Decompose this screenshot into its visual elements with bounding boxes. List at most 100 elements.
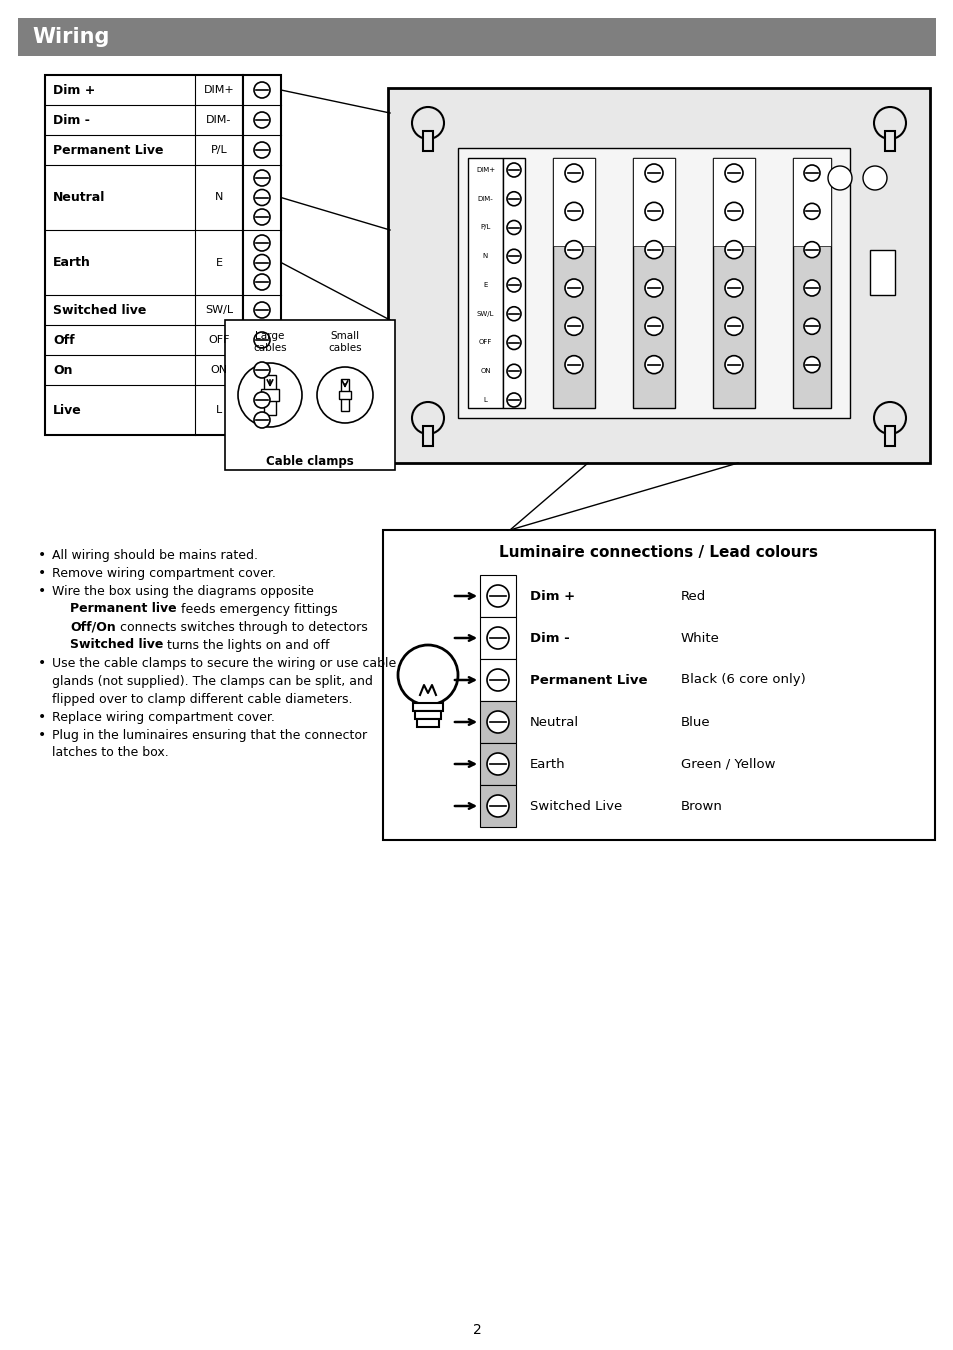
Circle shape: [253, 209, 270, 225]
Text: White: White: [680, 632, 720, 644]
Circle shape: [803, 204, 820, 219]
Circle shape: [253, 332, 270, 348]
Text: OFF: OFF: [208, 335, 230, 346]
Text: Switched live: Switched live: [53, 304, 146, 316]
Circle shape: [253, 170, 270, 186]
Text: DIM-: DIM-: [206, 115, 232, 126]
Text: flipped over to clamp different cable diameters.: flipped over to clamp different cable di…: [52, 693, 352, 706]
Text: Cable clamps: Cable clamps: [266, 455, 354, 468]
Text: P/L: P/L: [211, 144, 227, 155]
Text: DIM+: DIM+: [203, 85, 234, 94]
Text: Neutral: Neutral: [53, 190, 105, 204]
Text: N: N: [482, 254, 488, 259]
Text: •: •: [38, 585, 46, 598]
Circle shape: [506, 393, 520, 406]
Text: Large
cables: Large cables: [253, 331, 287, 354]
Circle shape: [803, 165, 820, 181]
Bar: [422, 427, 433, 446]
Circle shape: [803, 319, 820, 335]
Bar: [884, 131, 894, 151]
Circle shape: [644, 240, 662, 259]
Circle shape: [253, 112, 270, 128]
Bar: [479, 784, 516, 828]
Text: Switched live: Switched live: [70, 639, 163, 652]
Bar: [225, 320, 395, 470]
Text: ON: ON: [211, 364, 228, 375]
Circle shape: [644, 202, 662, 220]
Bar: [415, 711, 440, 720]
Text: OFF: OFF: [478, 339, 492, 346]
Text: Neutral: Neutral: [530, 716, 578, 729]
Circle shape: [486, 626, 509, 649]
Circle shape: [253, 302, 270, 319]
Text: On: On: [53, 363, 72, 377]
Circle shape: [486, 670, 509, 691]
Circle shape: [564, 279, 582, 297]
Text: Small
cables: Small cables: [328, 331, 361, 354]
Text: Wire the box using the diagrams opposite: Wire the box using the diagrams opposite: [52, 585, 314, 598]
Text: E: E: [483, 282, 487, 288]
Text: Earth: Earth: [530, 757, 565, 771]
Text: Off/On: Off/On: [70, 621, 115, 633]
Bar: [261, 389, 278, 401]
Text: Black (6 core only): Black (6 core only): [680, 674, 805, 687]
Text: connects switches through to detectors: connects switches through to detectors: [115, 621, 367, 633]
Bar: [416, 720, 438, 728]
Bar: [479, 659, 516, 701]
Bar: [633, 158, 675, 246]
Text: N: N: [214, 193, 223, 202]
Circle shape: [253, 82, 270, 99]
Circle shape: [564, 317, 582, 335]
Text: Use the cable clamps to secure the wiring or use cable: Use the cable clamps to secure the wirin…: [52, 656, 395, 670]
Circle shape: [803, 279, 820, 296]
Circle shape: [237, 363, 302, 427]
Circle shape: [412, 402, 443, 433]
Text: Permanent live: Permanent live: [70, 602, 176, 616]
Circle shape: [506, 364, 520, 378]
Circle shape: [506, 250, 520, 263]
Circle shape: [253, 235, 270, 251]
Bar: [479, 701, 516, 742]
Circle shape: [506, 220, 520, 235]
Text: Brown: Brown: [680, 799, 722, 813]
Circle shape: [253, 362, 270, 378]
Circle shape: [564, 202, 582, 220]
Circle shape: [253, 189, 270, 205]
Bar: [869, 250, 894, 296]
Text: Green / Yellow: Green / Yellow: [680, 757, 775, 771]
Bar: [45, 76, 243, 435]
Circle shape: [564, 355, 582, 374]
Text: L: L: [215, 405, 222, 414]
Circle shape: [486, 753, 509, 775]
Circle shape: [827, 166, 851, 190]
Text: Earth: Earth: [53, 256, 91, 269]
Text: Dim -: Dim -: [530, 632, 569, 644]
Text: Live: Live: [53, 404, 82, 417]
Circle shape: [644, 355, 662, 374]
Circle shape: [873, 402, 905, 433]
Text: SW/L: SW/L: [205, 305, 233, 315]
Text: E: E: [215, 258, 222, 267]
Bar: [340, 379, 349, 410]
Text: L: L: [483, 397, 487, 404]
Text: Permanent Live: Permanent Live: [530, 674, 647, 687]
Bar: [553, 158, 595, 408]
Bar: [792, 158, 830, 246]
Text: glands (not supplied). The clamps can be split, and: glands (not supplied). The clamps can be…: [52, 675, 373, 687]
Text: DIM-: DIM-: [477, 196, 493, 201]
Text: •: •: [38, 566, 46, 580]
Text: turns the lights on and off: turns the lights on and off: [163, 639, 330, 652]
Circle shape: [397, 645, 457, 705]
Circle shape: [724, 279, 742, 297]
Text: Luminaire connections / Lead colours: Luminaire connections / Lead colours: [499, 544, 818, 559]
Text: Dim +: Dim +: [530, 590, 575, 602]
Text: Replace wiring compartment cover.: Replace wiring compartment cover.: [52, 710, 274, 724]
Circle shape: [724, 240, 742, 259]
Circle shape: [803, 242, 820, 258]
Circle shape: [724, 163, 742, 182]
Bar: [264, 375, 275, 414]
Text: •: •: [38, 548, 46, 562]
Circle shape: [253, 274, 270, 290]
Text: Dim +: Dim +: [53, 84, 95, 96]
Text: Off: Off: [53, 333, 74, 347]
